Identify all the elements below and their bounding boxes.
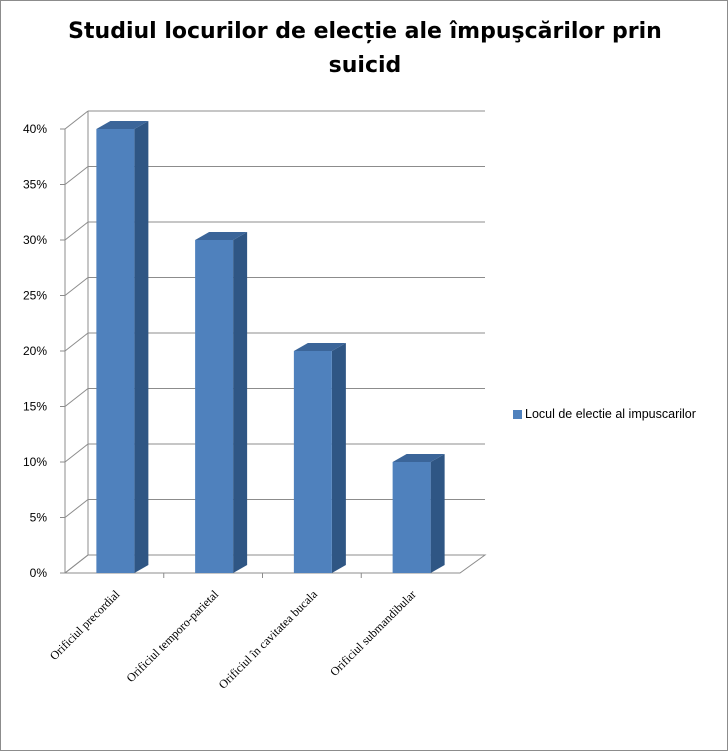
gridline-depth xyxy=(64,332,89,352)
gridline-depth xyxy=(64,166,89,185)
y-tick-label: 35% xyxy=(23,178,47,192)
bar xyxy=(96,129,135,573)
bar-top xyxy=(293,343,346,351)
bar-side xyxy=(430,454,445,573)
y-tick-label: 20% xyxy=(23,344,47,358)
x-category-label: Orificiul în cavitatea bucala xyxy=(216,587,321,692)
x-category-label: Orificiul temporo-parietal xyxy=(123,587,221,685)
bar-top xyxy=(96,121,149,129)
gridline-depth xyxy=(64,110,89,130)
y-tick-label: 10% xyxy=(23,455,47,469)
bar-top xyxy=(392,454,445,462)
gridline-depth xyxy=(64,388,89,407)
legend: Locul de electie al impuscarilor xyxy=(513,407,696,421)
gridline-depth xyxy=(64,221,89,241)
y-tick-label: 30% xyxy=(23,233,47,247)
y-tick-label: 40% xyxy=(23,122,47,136)
bar xyxy=(392,462,431,573)
bar xyxy=(293,351,332,573)
gridline-depth xyxy=(64,443,89,463)
bar-side xyxy=(233,232,248,573)
bar-top xyxy=(195,232,248,240)
legend-swatch xyxy=(513,409,522,419)
y-tick-label: 25% xyxy=(23,289,47,303)
y-tick-label: 15% xyxy=(23,400,47,414)
legend-label: Locul de electie al impuscarilor xyxy=(525,407,696,421)
bar xyxy=(195,240,234,573)
y-tick-label: 0% xyxy=(30,566,48,580)
x-category-label: Orificiul precordial xyxy=(47,587,123,663)
gridline-depth xyxy=(64,499,89,518)
bar-side xyxy=(331,343,346,573)
chart-title: Studiul locurilor de elecție ale împuşcă… xyxy=(68,19,662,78)
x-category-label: Orificiul submandibular xyxy=(327,587,419,679)
bar-side xyxy=(134,121,149,573)
gridline-depth xyxy=(64,277,89,296)
y-tick-label: 5% xyxy=(30,511,48,525)
